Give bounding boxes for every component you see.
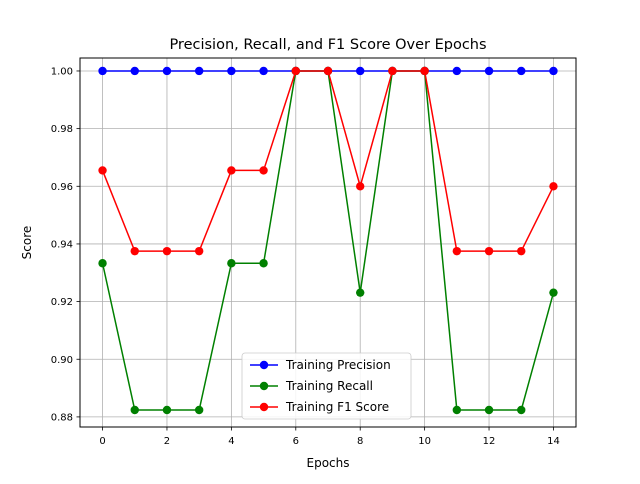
x-tick-label: 8 xyxy=(357,436,363,447)
data-point xyxy=(130,66,139,76)
data-point xyxy=(323,66,333,76)
y-tick-label: 0.88 xyxy=(51,412,73,423)
data-point xyxy=(549,288,558,297)
data-point xyxy=(194,246,204,256)
x-tick-label: 2 xyxy=(164,436,170,447)
data-point xyxy=(517,405,526,415)
data-point xyxy=(549,66,558,76)
y-tick-label: 0.98 xyxy=(51,124,73,135)
data-point xyxy=(420,66,429,76)
legend-label-1: Training Recall xyxy=(285,379,373,393)
data-point xyxy=(98,66,107,76)
legend-label-0: Training Precision xyxy=(285,358,391,372)
legend-label-2: Training F1 Score xyxy=(285,400,389,414)
x-tick-label: 10 xyxy=(418,436,431,447)
data-point xyxy=(291,66,300,76)
data-point xyxy=(452,246,462,256)
data-point xyxy=(452,405,462,415)
data-point xyxy=(259,66,268,76)
data-point xyxy=(98,166,107,175)
x-tick-label: 12 xyxy=(483,436,496,447)
data-point xyxy=(194,66,204,76)
data-point xyxy=(227,66,236,76)
y-tick-label: 0.92 xyxy=(51,297,73,308)
legend-marker-0 xyxy=(259,360,269,370)
data-point xyxy=(484,246,494,256)
legend-marker-2 xyxy=(259,402,269,412)
data-point xyxy=(356,66,365,76)
data-point xyxy=(227,166,236,175)
data-point xyxy=(517,66,526,76)
chart-title: Precision, Recall, and F1 Score Over Epo… xyxy=(169,37,486,53)
data-point xyxy=(162,246,172,256)
y-tick-label: 0.96 xyxy=(51,182,73,193)
data-point xyxy=(388,66,397,76)
legend-box xyxy=(241,352,412,420)
data-point xyxy=(130,246,139,256)
data-point xyxy=(549,182,558,191)
y-tick-label: 1.00 xyxy=(51,66,73,77)
x-tick-label: 0 xyxy=(99,436,105,447)
data-point xyxy=(194,405,204,415)
data-point xyxy=(98,259,107,268)
y-axis-label: Score xyxy=(20,226,34,260)
series-group xyxy=(98,66,558,415)
legend: Training Precision Training Recall Trainin… xyxy=(241,352,412,420)
data-point xyxy=(484,405,494,415)
data-point xyxy=(162,66,172,76)
data-point xyxy=(162,405,172,415)
axis-ticks: 0 2 4 6 8 10 12 14 0.88 0.90 0.92 0.94 0.96 0.98 1.00 xyxy=(51,66,560,447)
plot-area-frame xyxy=(79,57,577,428)
data-point xyxy=(259,166,268,175)
data-point xyxy=(356,288,365,297)
legend-marker-1 xyxy=(259,381,269,391)
x-tick-label: 6 xyxy=(293,436,299,447)
x-tick-label: 4 xyxy=(228,436,234,447)
data-point xyxy=(259,259,268,268)
data-point xyxy=(484,66,494,76)
y-tick-label: 0.94 xyxy=(51,239,73,250)
data-point xyxy=(227,259,236,268)
x-axis-label: Epochs xyxy=(307,456,350,470)
data-point xyxy=(356,182,365,191)
data-point xyxy=(517,246,526,256)
x-tick-label: 14 xyxy=(547,436,560,447)
data-point xyxy=(452,66,462,76)
data-point xyxy=(130,405,139,415)
y-tick-label: 0.90 xyxy=(51,355,73,366)
